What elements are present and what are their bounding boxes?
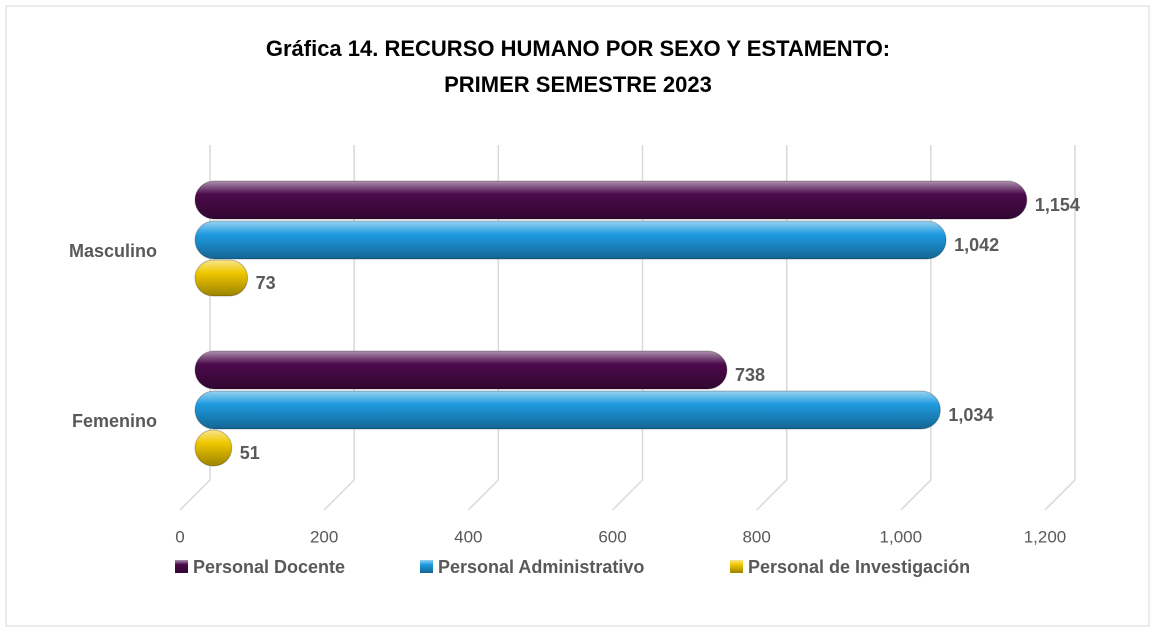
value-label: 738 (735, 365, 765, 385)
x-tick-label: 800 (742, 527, 770, 546)
legend-swatch (730, 560, 743, 573)
value-label: 1,042 (954, 235, 999, 255)
x-tick-label: 400 (454, 527, 482, 546)
value-label: 1,034 (948, 405, 993, 425)
bar (194, 429, 233, 467)
value-label: 51 (240, 443, 260, 463)
chart-border (5, 5, 1150, 627)
legend-label: Personal de Investigación (748, 557, 970, 577)
bar (194, 259, 249, 297)
bar (194, 350, 728, 390)
x-tick-label: 600 (598, 527, 626, 546)
value-label: 73 (256, 273, 276, 293)
x-tick-label: 1,000 (880, 527, 923, 546)
value-label: 1,154 (1035, 195, 1080, 215)
legend-label: Personal Administrativo (438, 557, 644, 577)
bar (194, 180, 1028, 220)
x-tick-label: 1,200 (1024, 527, 1067, 546)
x-tick-label: 200 (310, 527, 338, 546)
bar (194, 390, 941, 430)
legend-swatch (420, 560, 433, 573)
legend-label: Personal Docente (193, 557, 345, 577)
grid-line (1044, 145, 1076, 511)
bar (194, 220, 947, 260)
chart-subtitle: PRIMER SEMESTRE 2023 (444, 72, 712, 97)
chart-title: Gráfica 14. RECURSO HUMANO POR SEXO Y ES… (266, 36, 890, 61)
category-label: Femenino (72, 411, 157, 431)
legend-swatch (175, 560, 188, 573)
x-tick-label: 0 (175, 527, 184, 546)
category-label: Masculino (69, 241, 157, 261)
